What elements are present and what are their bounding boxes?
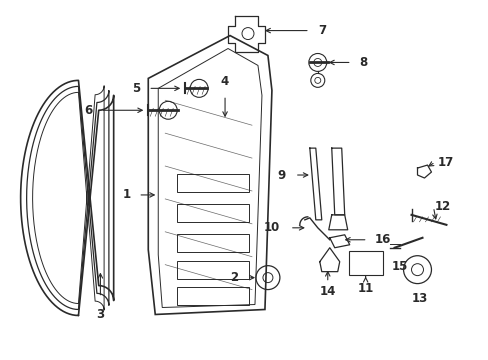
Text: 7: 7 (317, 24, 325, 37)
Text: 5: 5 (132, 82, 140, 95)
Text: 2: 2 (229, 271, 238, 284)
Text: 4: 4 (221, 75, 229, 88)
Text: 15: 15 (390, 260, 407, 273)
Text: 1: 1 (122, 188, 130, 202)
Text: 12: 12 (433, 201, 450, 213)
Text: 16: 16 (374, 233, 390, 246)
Text: 10: 10 (263, 221, 279, 234)
Text: 14: 14 (319, 285, 335, 298)
Text: 13: 13 (410, 292, 427, 305)
Text: 17: 17 (437, 156, 453, 168)
Text: 3: 3 (96, 307, 104, 320)
Text: 6: 6 (84, 104, 92, 117)
Text: 11: 11 (357, 282, 373, 294)
Text: 8: 8 (359, 56, 367, 69)
Text: 9: 9 (277, 168, 285, 181)
